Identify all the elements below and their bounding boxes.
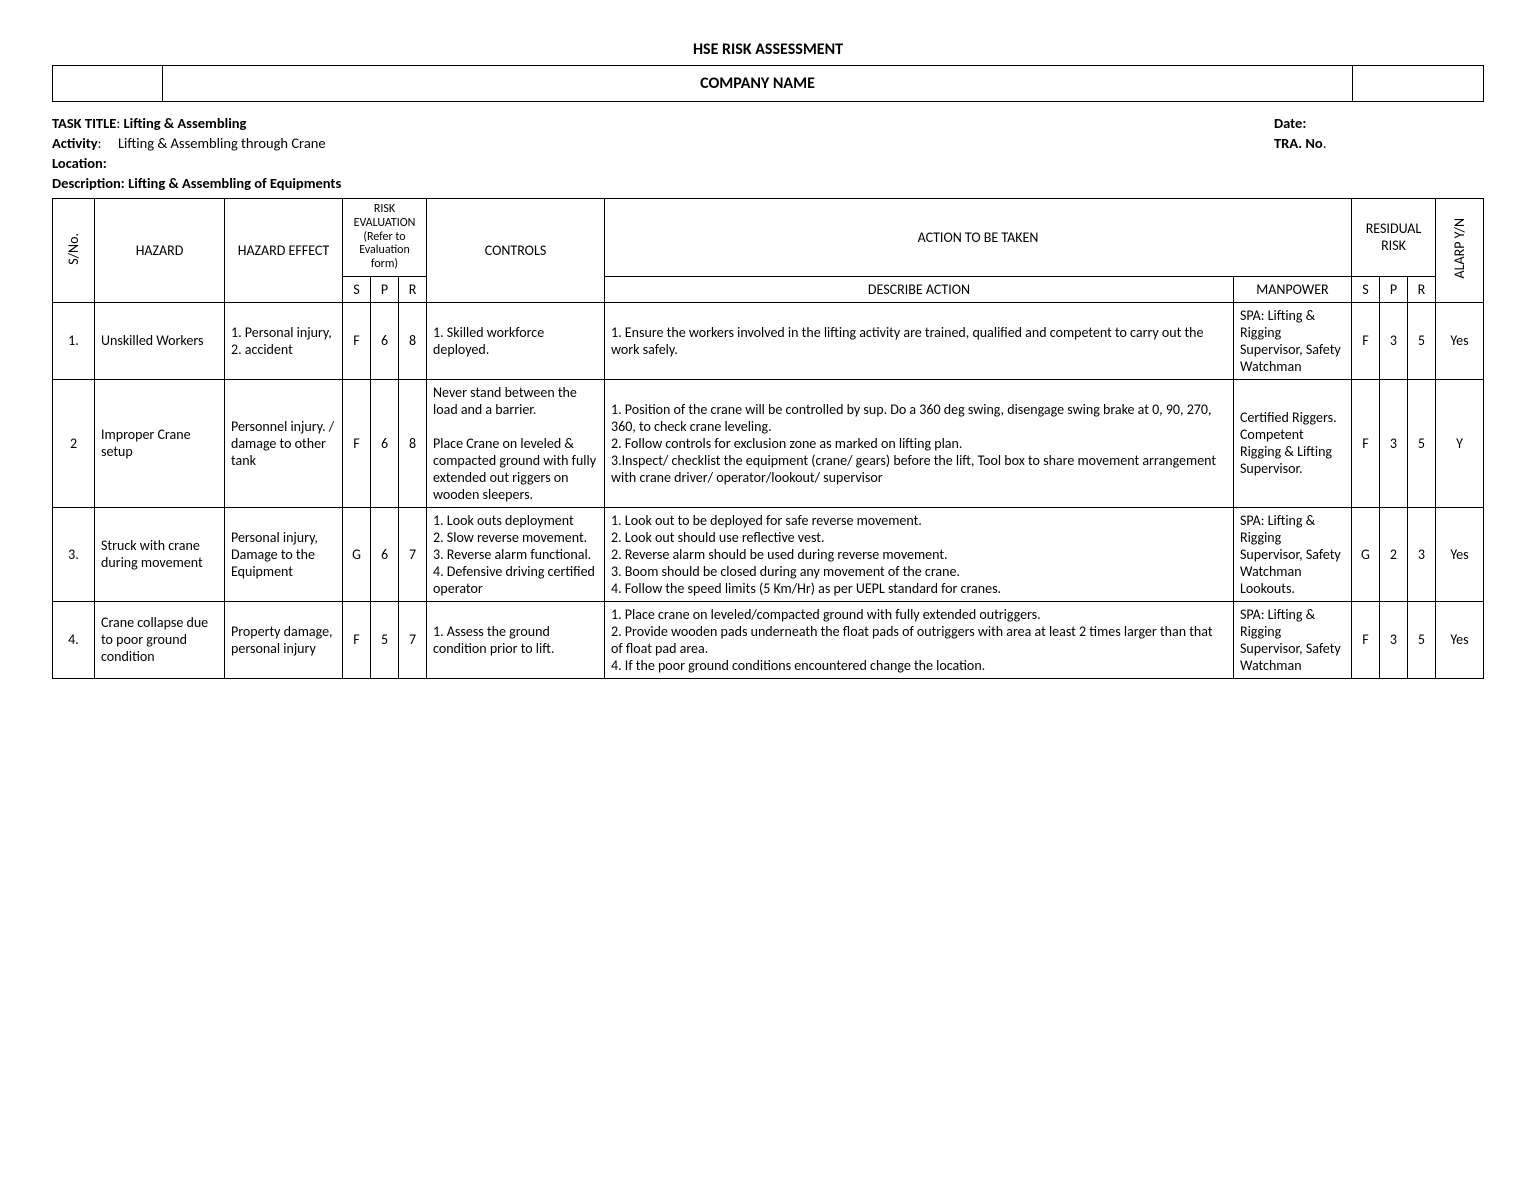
cell-p1: 6 [371,302,399,379]
activity-label: Activity [52,134,98,152]
cell-manpower: SPA: Lifting & Rigging Supervisor, Safet… [1233,302,1351,379]
cell-controls: 1. Look outs deployment 2. Slow reverse … [427,507,605,601]
table-row: 4.Crane collapse due to poor ground cond… [53,601,1484,678]
cell-manpower: SPA: Lifting & Rigging Supervisor, Safet… [1233,601,1351,678]
th-s1: S [343,276,371,302]
risk-assessment-table: S/No. HAZARD HAZARD EFFECT RISK EVALUATI… [52,198,1484,679]
cell-s1: F [343,379,371,507]
cell-s1: F [343,601,371,678]
cell-r2: 5 [1407,601,1435,678]
cell-manpower: SPA: Lifting & Rigging Supervisor, Safet… [1233,507,1351,601]
cell-sno: 2 [53,379,95,507]
cell-r1: 8 [399,379,427,507]
th-r2: R [1407,276,1435,302]
cell-r2: 5 [1407,379,1435,507]
table-row: 3.Struck with crane during movementPerso… [53,507,1484,601]
cell-s2: F [1351,601,1379,678]
task-title-value: Lifting & Assembling [124,114,247,132]
company-right-cell [1353,66,1483,101]
cell-alarp: Yes [1436,507,1484,601]
description-row: Description: Lifting & Assembling of Equ… [52,174,1274,192]
cell-controls: 1. Skilled workforce deployed. [427,302,605,379]
tra-label: TRA. No [1274,134,1323,152]
cell-r1: 7 [399,507,427,601]
tra-row: TRA. No. [1274,134,1484,152]
cell-effect: Personal injury, Damage to the Equipment [225,507,343,601]
cell-s1: G [343,507,371,601]
location-label: Location: [52,154,107,172]
th-p2: P [1379,276,1407,302]
cell-r1: 7 [399,601,427,678]
cell-p2: 3 [1379,601,1407,678]
task-title-row: TASK TITLE: Lifting & Assembling [52,114,1274,132]
cell-effect: Property damage, personal injury [225,601,343,678]
cell-desc: 1. Position of the crane will be control… [605,379,1234,507]
cell-hazard: Struck with crane during movement [95,507,225,601]
cell-desc: 1. Look out to be deployed for safe reve… [605,507,1234,601]
date-row: Date: [1274,114,1484,132]
cell-p2: 3 [1379,302,1407,379]
table-row: 2Improper Crane setupPersonnel injury. /… [53,379,1484,507]
cell-alarp: Yes [1436,601,1484,678]
description-label: Description: Lifting & Assembling of Equ… [52,174,341,192]
th-manpower: MANPOWER [1233,276,1351,302]
document-title: HSE RISK ASSESSMENT [52,40,1484,59]
th-hazard-effect: HAZARD EFFECT [225,199,343,303]
cell-controls: Never stand between the load and a barri… [427,379,605,507]
th-risk-eval: RISK EVALUATION (Refer to Evaluation for… [343,199,427,277]
cell-hazard: Crane collapse due to poor ground condit… [95,601,225,678]
cell-r2: 3 [1407,507,1435,601]
cell-p2: 3 [1379,379,1407,507]
cell-s2: F [1351,302,1379,379]
company-name: COMPANY NAME [163,66,1353,101]
th-residual: RESIDUAL RISK [1351,199,1435,277]
cell-hazard: Improper Crane setup [95,379,225,507]
cell-r1: 8 [399,302,427,379]
th-r1: R [399,276,427,302]
activity-value: Lifting & Assembling through Crane [118,134,326,152]
cell-manpower: Certified Riggers. Competent Rigging & L… [1233,379,1351,507]
th-s2: S [1351,276,1379,302]
cell-s2: G [1351,507,1379,601]
cell-hazard: Unskilled Workers [95,302,225,379]
cell-sno: 4. [53,601,95,678]
cell-desc: 1. Ensure the workers involved in the li… [605,302,1234,379]
cell-desc: 1. Place crane on leveled/compacted grou… [605,601,1234,678]
th-hazard: HAZARD [95,199,225,303]
th-desc-action: DESCRIBE ACTION [605,276,1234,302]
cell-sno: 3. [53,507,95,601]
cell-p1: 5 [371,601,399,678]
meta-block: TASK TITLE: Lifting & Assembling Activit… [52,112,1484,194]
activity-row: Activity: Lifting & Assembling through C… [52,134,1274,152]
date-label: Date: [1274,114,1306,132]
cell-sno: 1. [53,302,95,379]
cell-effect: Personnel injury. / damage to other tank [225,379,343,507]
th-sno: S/No. [53,199,95,303]
cell-effect: 1. Personal injury, 2. accident [225,302,343,379]
cell-alarp: Yes [1436,302,1484,379]
table-row: 1.Unskilled Workers1. Personal injury, 2… [53,302,1484,379]
task-title-label: TASK TITLE [52,114,116,132]
th-alarp: ALARP Y/N [1436,199,1484,303]
th-p1: P [371,276,399,302]
cell-s1: F [343,302,371,379]
th-action: ACTION TO BE TAKEN [605,199,1352,277]
company-header-bar: COMPANY NAME [52,65,1484,102]
cell-r2: 5 [1407,302,1435,379]
cell-controls: 1. Assess the ground condition prior to … [427,601,605,678]
cell-p1: 6 [371,507,399,601]
cell-p1: 6 [371,379,399,507]
location-row: Location: [52,154,1274,172]
cell-s2: F [1351,379,1379,507]
cell-alarp: Y [1436,379,1484,507]
cell-p2: 2 [1379,507,1407,601]
th-controls: CONTROLS [427,199,605,303]
company-left-cell [53,66,163,101]
